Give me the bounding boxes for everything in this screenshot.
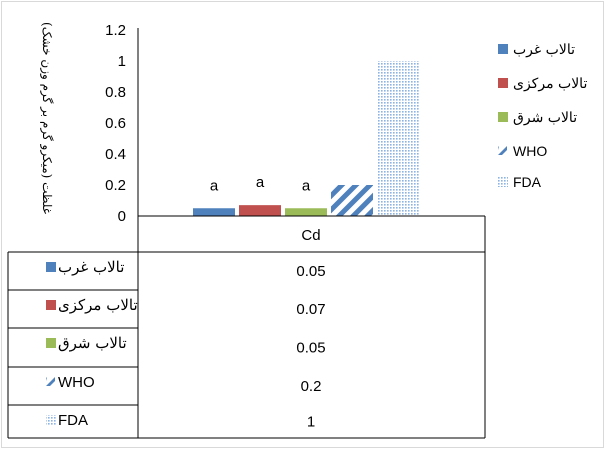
table-series-name: FDA (58, 412, 88, 429)
bar-2 (239, 205, 281, 216)
y-tick-label: 0.4 (105, 146, 126, 163)
table-swatch-2 (46, 300, 56, 310)
legend-swatch-5 (498, 177, 508, 187)
legend-label-3: تالاب شرق (513, 110, 577, 126)
y-tick-label: 0.2 (105, 177, 126, 194)
legend-label-5: FDA (513, 174, 542, 190)
bar-3 (285, 208, 327, 216)
bar-data-label: a (210, 177, 219, 194)
y-tick-label: 0.6 (105, 115, 126, 132)
bar-data-label: a (256, 174, 265, 191)
table-series-name: تالاب مرکزی (58, 296, 138, 314)
table-swatch-4 (46, 377, 55, 386)
x-category-label: Cd (301, 227, 320, 244)
table-value-cell: 0.05 (296, 263, 325, 280)
legend-label-2: تالاب مرکزی (513, 76, 587, 92)
legend-label-1: تالاب غرب (513, 42, 575, 58)
table-series-name: تالاب غرب (58, 258, 124, 276)
table-swatch-1 (46, 262, 56, 272)
y-tick-label: 1.2 (105, 22, 126, 39)
bar-1 (193, 208, 235, 216)
y-axis-label: غلظت (میکرو گرم بر گرم وزن خشک) (40, 22, 54, 214)
table-value-cell: 1 (307, 414, 315, 431)
legend-swatch-3 (498, 112, 508, 122)
y-tick-label: 0 (118, 208, 126, 225)
y-tick-label: 1 (118, 53, 126, 70)
legend-label-4: WHO (513, 143, 547, 159)
table-value-cell: 0.2 (301, 378, 322, 395)
table-series-name: تالاب شرق (58, 334, 127, 352)
table-swatch-3 (46, 338, 56, 348)
y-tick-label: 0.8 (105, 84, 126, 101)
table-value-cell: 0.05 (296, 340, 325, 357)
legend-swatch-2 (498, 78, 508, 88)
legend-swatch-1 (498, 44, 508, 54)
table-series-name: WHO (58, 374, 95, 391)
table-swatch-5 (46, 415, 56, 425)
bar-data-label: a (302, 177, 311, 194)
bar-4 (331, 185, 373, 216)
bar-5 (377, 61, 419, 216)
legend-swatch-4 (498, 146, 507, 155)
table-value-cell: 0.07 (296, 301, 325, 318)
